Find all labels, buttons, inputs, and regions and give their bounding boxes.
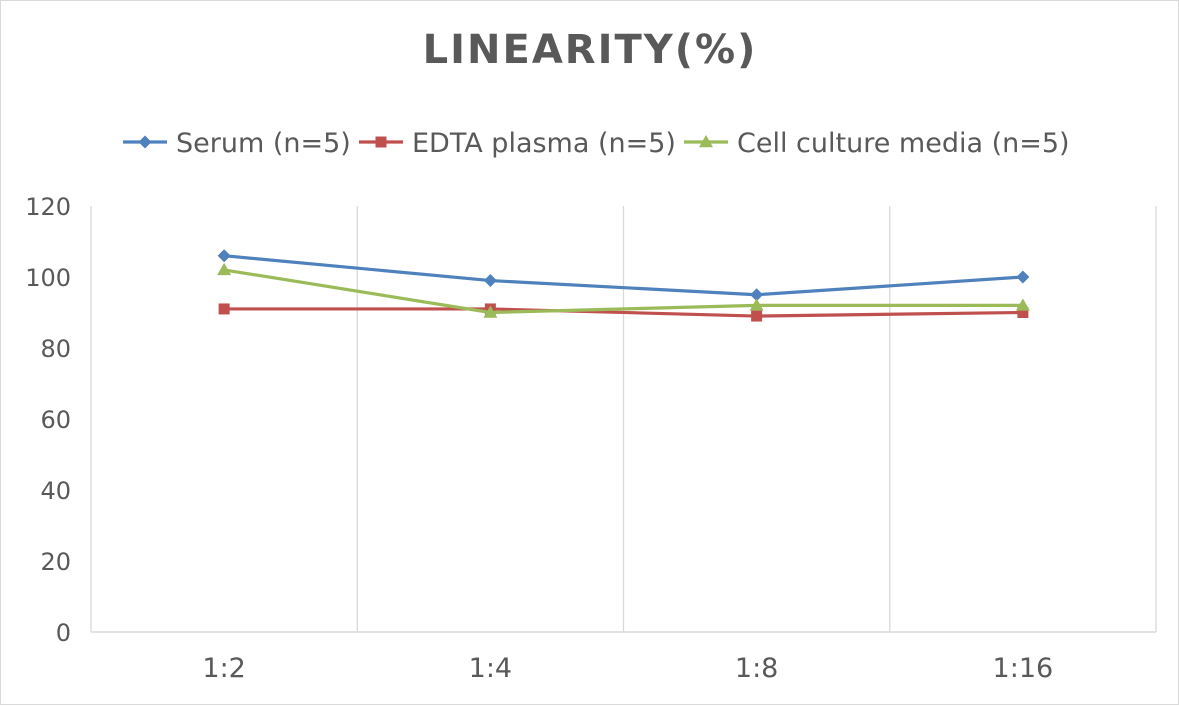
data-point	[218, 303, 230, 315]
y-tick-label: 120	[25, 193, 71, 221]
data-point	[749, 298, 764, 311]
legend-marker	[375, 136, 387, 148]
y-tick-label: 20	[40, 548, 71, 576]
data-point	[1016, 270, 1030, 284]
y-axis: 0 20 40 60 80 100 120	[25, 193, 71, 647]
data-point	[1017, 307, 1029, 318]
x-axis: 1:2 1:4 1:8 1:16	[202, 653, 1053, 684]
legend-label: Serum (n=5)	[176, 128, 351, 159]
y-tick-label: 100	[25, 264, 71, 292]
legend-item: Cell culture media (n=5)	[684, 128, 1070, 159]
legend: Serum (n=5) EDTA plasma (n=5) Cell culture…	[123, 128, 1070, 159]
y-tick-label: 80	[40, 335, 71, 363]
y-tick-label: 60	[40, 406, 71, 434]
legend-item: Serum (n=5)	[123, 128, 351, 159]
series-layer	[217, 249, 1030, 322]
data-point	[217, 262, 232, 276]
series-line	[222, 254, 1025, 297]
x-tick-label: 1:16	[993, 653, 1054, 684]
x-tick-label: 1:4	[469, 653, 512, 684]
data-point	[217, 249, 231, 263]
series-line	[222, 307, 1025, 318]
data-point	[751, 310, 763, 322]
series-line	[222, 268, 1025, 315]
series-1	[217, 249, 1030, 302]
y-tick-label: 0	[56, 619, 71, 647]
grid	[90, 206, 1157, 633]
chart-title: LINEARITY(%)	[423, 27, 758, 73]
x-tick-label: 1:8	[735, 653, 778, 684]
legend-label: Cell culture media (n=5)	[737, 128, 1070, 159]
legend-label: EDTA plasma (n=5)	[412, 128, 676, 159]
data-point	[483, 274, 497, 288]
data-point	[1015, 298, 1030, 311]
series-3	[217, 262, 1030, 318]
data-point	[750, 288, 764, 302]
legend-marker	[138, 135, 152, 149]
data-point	[483, 305, 498, 318]
legend-marker	[699, 135, 713, 148]
legend-item: EDTA plasma (n=5)	[359, 128, 676, 159]
x-tick-label: 1:2	[202, 653, 245, 684]
y-tick-label: 40	[40, 477, 71, 505]
